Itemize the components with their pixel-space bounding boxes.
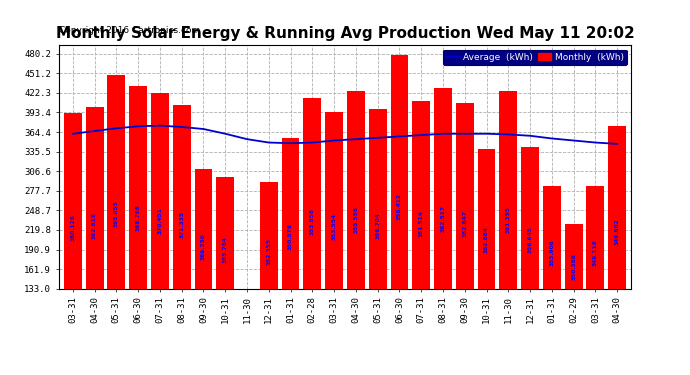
Bar (368, 110, 386, 375)
Text: 362.847: 362.847 (462, 210, 467, 237)
Text: 350.388: 350.388 (571, 253, 576, 280)
Text: 350.578: 350.578 (288, 223, 293, 250)
Bar (456, 103, 474, 375)
Bar (434, 88, 452, 375)
Bar (129, 86, 147, 375)
Text: 365.784: 365.784 (223, 236, 228, 263)
Text: 369.256: 369.256 (201, 233, 206, 260)
Bar (521, 147, 539, 375)
Bar (564, 225, 582, 375)
Bar (500, 91, 518, 375)
Text: 356.704: 356.704 (375, 213, 380, 239)
Text: 361.514: 361.514 (419, 210, 424, 237)
Text: 355.558: 355.558 (353, 206, 358, 233)
Bar (609, 126, 626, 375)
Bar (238, 300, 256, 375)
Text: 365.055: 365.055 (114, 201, 119, 227)
Text: 353.858: 353.858 (310, 209, 315, 236)
Bar (543, 186, 561, 375)
Text: 353.906: 353.906 (549, 239, 554, 266)
Text: 371.335: 371.335 (179, 211, 184, 238)
Text: 356.645: 356.645 (528, 226, 533, 253)
Bar (260, 183, 277, 375)
Text: 368.768: 368.768 (136, 204, 141, 231)
Text: 349.116: 349.116 (593, 239, 598, 266)
Text: 353.554: 353.554 (332, 213, 337, 240)
Text: 360.128: 360.128 (70, 214, 75, 241)
Text: 370.451: 370.451 (157, 207, 162, 234)
Bar (64, 113, 81, 375)
Text: 361.355: 361.355 (506, 206, 511, 233)
Bar (108, 75, 126, 375)
Bar (195, 169, 213, 375)
Bar (172, 105, 190, 375)
Text: 352.355: 352.355 (266, 238, 271, 265)
Bar (151, 93, 169, 375)
Bar (216, 177, 234, 375)
Text: Copyright 2016 Cartronics.com: Copyright 2016 Cartronics.com (59, 26, 200, 35)
Bar (391, 54, 408, 375)
Bar (347, 91, 365, 375)
Bar (325, 112, 343, 375)
Text: 358.412: 358.412 (397, 193, 402, 220)
Bar (282, 138, 299, 375)
Bar (586, 186, 604, 375)
Text: 362.517: 362.517 (440, 205, 446, 232)
Text: 362.818: 362.818 (92, 212, 97, 239)
Text: 349.602: 349.602 (615, 218, 620, 245)
Legend: Average  (kWh), Monthly  (kWh): Average (kWh), Monthly (kWh) (443, 50, 627, 65)
Bar (86, 107, 104, 375)
Bar (477, 148, 495, 375)
Bar (413, 101, 430, 375)
Text: 362.884: 362.884 (484, 226, 489, 253)
Title: Monthly Solar Energy & Running Avg Production Wed May 11 20:02: Monthly Solar Energy & Running Avg Produ… (56, 26, 634, 41)
Bar (304, 98, 322, 375)
